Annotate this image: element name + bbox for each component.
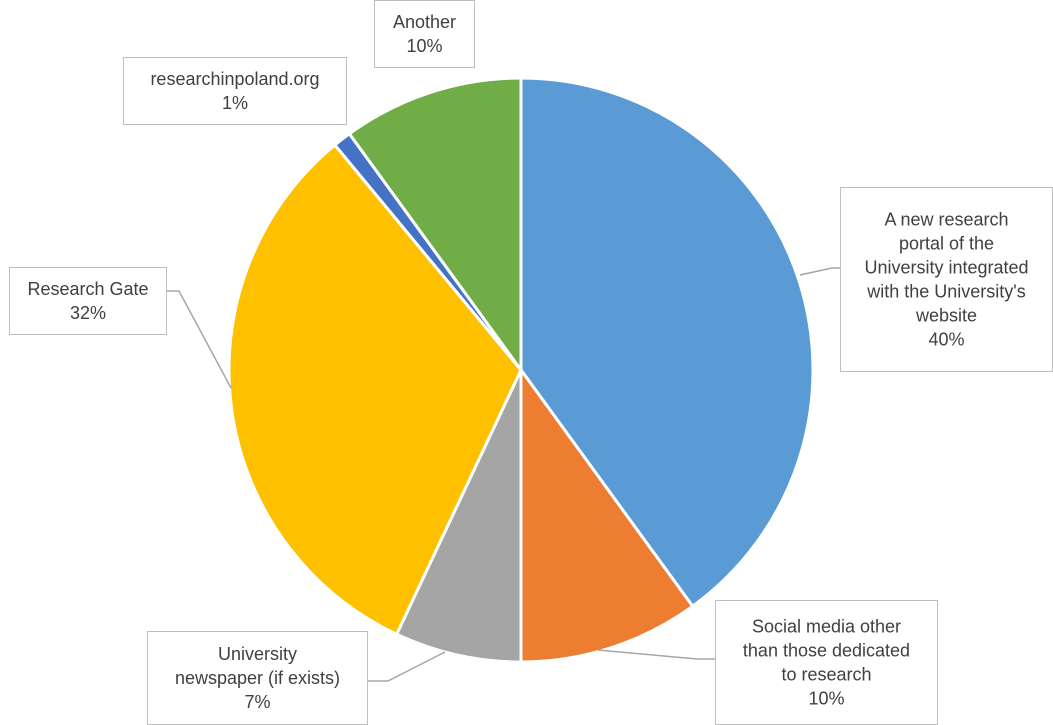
data-label-category: researchinpoland.org xyxy=(150,69,319,89)
pie-slice-4 xyxy=(227,143,523,636)
leader-line-4 xyxy=(167,290,232,389)
data-label-box xyxy=(374,0,475,68)
data-labels: A new research portal of the University in… xyxy=(9,0,1053,725)
data-label-value: 1% xyxy=(222,93,248,113)
data-label-4: Research Gate 32% xyxy=(9,267,167,335)
data-label-value: 10% xyxy=(808,689,844,709)
data-label-1: A new research portal of the University in… xyxy=(840,187,1053,372)
data-label-value: 40% xyxy=(928,330,964,350)
data-label-box xyxy=(715,600,938,725)
data-label-category: Research Gate xyxy=(27,279,148,299)
data-label-category: Another xyxy=(393,12,456,32)
data-label-category: than those dedicated xyxy=(743,641,910,661)
data-label-2: Social media other than those dedicated to… xyxy=(715,600,938,725)
leader-line-2 xyxy=(597,649,715,660)
data-label-value: 10% xyxy=(406,36,442,56)
pie-slice-2 xyxy=(519,368,695,664)
data-label-box xyxy=(840,187,1053,372)
data-label-6: Another 10% xyxy=(374,0,475,68)
data-label-value: 7% xyxy=(244,692,270,712)
data-label-box xyxy=(147,631,368,725)
data-label-category: with the University's xyxy=(866,282,1025,302)
pie-slices xyxy=(227,76,815,664)
data-label-category: to research xyxy=(781,665,871,685)
pie-slice-6 xyxy=(347,76,523,372)
data-label-5: researchinpoland.org 1% xyxy=(123,57,347,125)
data-label-category: Social media other xyxy=(752,617,901,637)
leader-line-3 xyxy=(368,651,446,682)
data-label-box xyxy=(9,267,167,335)
leader-line-1 xyxy=(799,267,840,276)
data-label-3: University newspaper (if exists) 7% xyxy=(147,631,368,725)
data-label-category: A new research xyxy=(884,210,1008,230)
data-label-category: website xyxy=(915,306,977,326)
data-label-value: 32% xyxy=(70,303,106,323)
pie-slice-3 xyxy=(395,368,523,664)
data-label-category: University xyxy=(218,644,297,664)
data-label-category: portal of the xyxy=(899,234,994,254)
data-label-category: University integrated xyxy=(864,258,1028,278)
data-label-category: newspaper (if exists) xyxy=(175,668,340,688)
pie-slice-1 xyxy=(519,76,815,608)
data-label-box xyxy=(123,57,347,125)
